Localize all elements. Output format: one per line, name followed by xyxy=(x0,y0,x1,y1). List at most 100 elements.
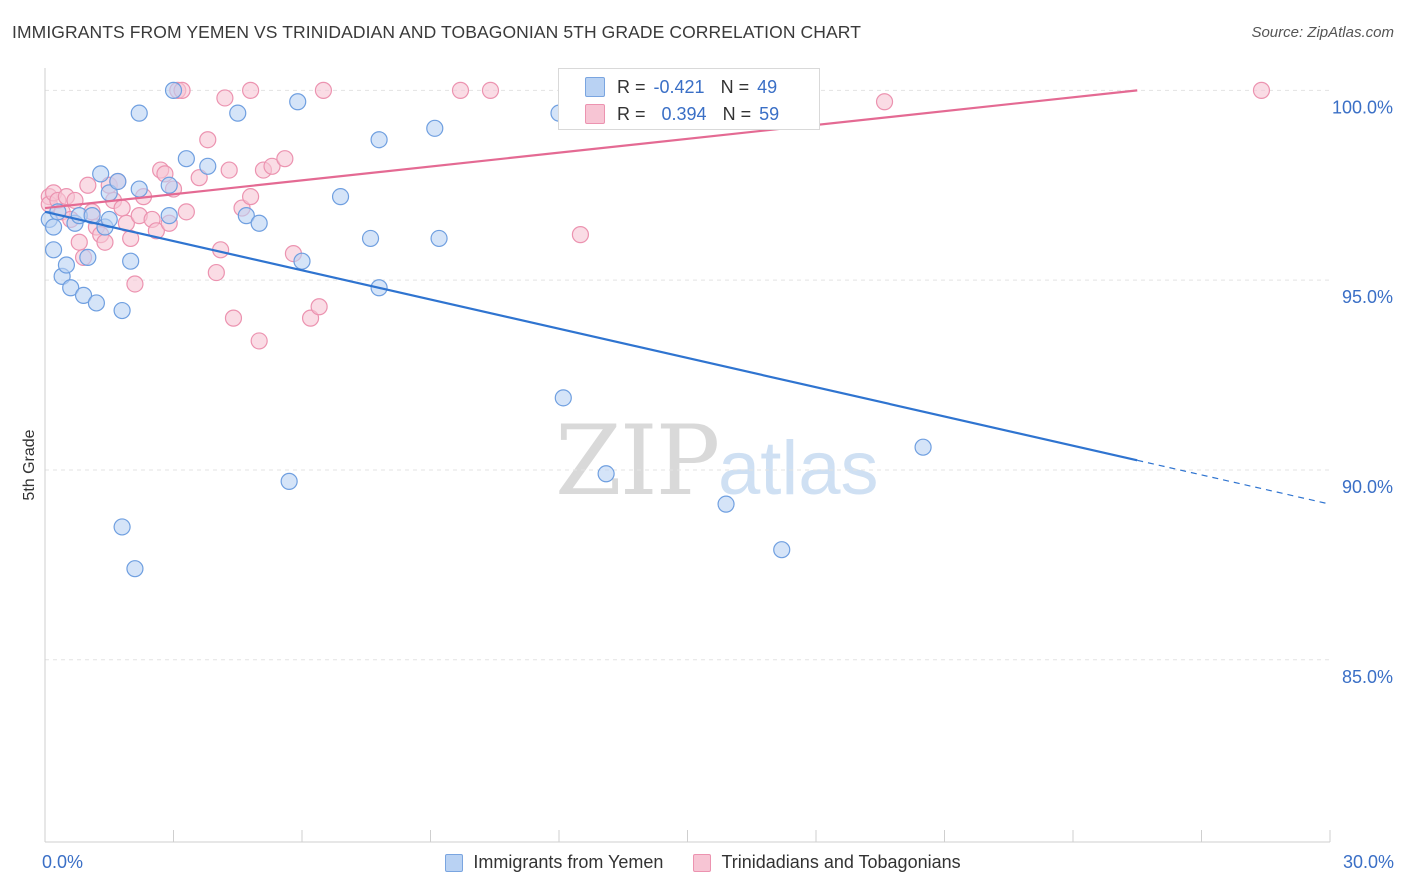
trinidadian-point xyxy=(242,81,260,99)
legend-n-label: N = xyxy=(722,103,752,124)
legend-swatch-pink xyxy=(693,853,712,872)
grid-lines xyxy=(45,89,1330,661)
yemen-point xyxy=(289,93,307,111)
legend-r-value-yemen: -0.421 xyxy=(653,76,705,97)
legend-item-trinidadian: Trinidadians and Tobagonians xyxy=(693,852,961,873)
yemen-point xyxy=(44,241,63,259)
trinidadian-point xyxy=(301,309,320,327)
legend-row-trinidadian: R = 0.394 N = 59 xyxy=(585,102,779,126)
yemen-point xyxy=(113,301,131,320)
yemen-point xyxy=(914,438,932,456)
trinidadian-point xyxy=(207,263,225,282)
yemen-point xyxy=(717,495,735,513)
legend-swatch-blue xyxy=(585,77,605,97)
yemen-point xyxy=(177,150,195,168)
trinidadian-point xyxy=(310,298,328,316)
trinidadian-point xyxy=(481,81,500,99)
legend-n-value-trinidadian: 59 xyxy=(759,103,780,124)
watermark-atlas: atlas xyxy=(718,426,879,511)
yemen-point xyxy=(87,294,106,312)
yemen-point xyxy=(370,131,388,149)
yemen-point xyxy=(126,560,144,578)
x-tick-max: 30.0% xyxy=(1342,852,1394,872)
yemen-point xyxy=(361,229,380,248)
trinidadian-point xyxy=(451,81,470,99)
trinidadian-point xyxy=(113,199,131,217)
trinidadian-point xyxy=(79,176,97,194)
yemen-point xyxy=(160,207,178,225)
y-tick-label: 100.0% xyxy=(1332,97,1393,117)
trinidadian-point xyxy=(250,332,268,350)
yemen-point xyxy=(164,81,183,99)
legend-r-value-trinidadian: 0.394 xyxy=(661,103,707,124)
trinidadian-point xyxy=(177,203,195,221)
yemen-point xyxy=(130,104,148,122)
yemen-trend-extension xyxy=(1137,459,1331,505)
trinidadian-point xyxy=(571,226,590,244)
yemen-trend-line xyxy=(44,210,1138,462)
yemen-point xyxy=(280,472,298,490)
trinidadian-point xyxy=(224,309,243,327)
x-tick-min: 0.0% xyxy=(42,852,84,872)
yemen-point xyxy=(430,229,448,248)
trinidadian-point xyxy=(70,233,88,251)
trinidadian-trend-line xyxy=(44,89,1138,210)
yemen-point xyxy=(773,541,791,559)
yemen-point xyxy=(79,248,97,266)
trinidadian-point xyxy=(199,131,217,149)
trinidadian-point xyxy=(147,222,165,240)
yemen-point xyxy=(250,214,268,232)
yemen-point xyxy=(62,279,80,297)
trinidadian-point xyxy=(1252,81,1271,99)
legend-label-trinidadian: Trinidadians and Tobagonians xyxy=(721,852,961,872)
yemen-point xyxy=(57,256,76,274)
yemen-point xyxy=(74,286,93,304)
yemen-point xyxy=(554,389,572,407)
y-tick-labels: 100.0% 95.0% 90.0% 85.0% xyxy=(1332,97,1393,686)
trinidadian-point xyxy=(190,169,208,187)
legend-n-label: N = xyxy=(720,76,750,97)
trinidadian-point xyxy=(220,161,238,179)
trinidadian-point xyxy=(875,93,894,111)
yemen-point xyxy=(199,157,217,175)
yemen-point xyxy=(229,104,247,122)
legend-n-value-yemen: 49 xyxy=(757,76,778,97)
axes xyxy=(44,68,1331,843)
legend-label-yemen: Immigrants from Yemen xyxy=(473,852,664,872)
trinidadian-point xyxy=(126,275,144,293)
yemen-point xyxy=(130,180,148,198)
yemen-point xyxy=(92,165,110,183)
y-tick-label: 95.0% xyxy=(1342,287,1393,307)
y-tick-label: 85.0% xyxy=(1342,667,1393,687)
trinidadian-point xyxy=(242,188,260,206)
trinidadian-point xyxy=(216,89,234,107)
trend-lines xyxy=(44,89,1331,505)
legend-item-yemen: Immigrants from Yemen xyxy=(445,852,663,873)
trinidadian-point xyxy=(263,157,281,175)
yemen-point xyxy=(122,252,140,270)
chart-title: IMMIGRANTS FROM YEMEN VS TRINIDADIAN AND… xyxy=(12,22,861,42)
yemen-point xyxy=(44,218,63,236)
series-legend: Immigrants from Yemen Trinidadians and T… xyxy=(0,852,1406,873)
series-yemen-points xyxy=(40,81,932,578)
trinidadian-point xyxy=(276,150,294,168)
yemen-point xyxy=(160,176,178,194)
yemen-point xyxy=(113,518,131,536)
yemen-point xyxy=(597,465,615,483)
yemen-point xyxy=(426,119,444,137)
trinidadian-point xyxy=(314,81,333,99)
yemen-point xyxy=(293,252,311,270)
legend-r-label: R = xyxy=(617,76,646,97)
correlation-legend: R = -0.421 N = 49 R = 0.394 N = 59 xyxy=(558,68,820,130)
yemen-point xyxy=(109,172,127,191)
legend-r-label: R = xyxy=(617,103,646,124)
yemen-point xyxy=(237,207,255,225)
legend-swatch-pink xyxy=(585,104,605,124)
yemen-point xyxy=(331,188,350,206)
legend-row-yemen: R = -0.421 N = 49 xyxy=(585,75,777,99)
y-tick-label: 90.0% xyxy=(1342,477,1393,497)
source-label: Source: ZipAtlas.com xyxy=(1251,24,1394,41)
watermark-zip: ZIP xyxy=(555,405,720,517)
legend-swatch-blue xyxy=(445,853,464,872)
